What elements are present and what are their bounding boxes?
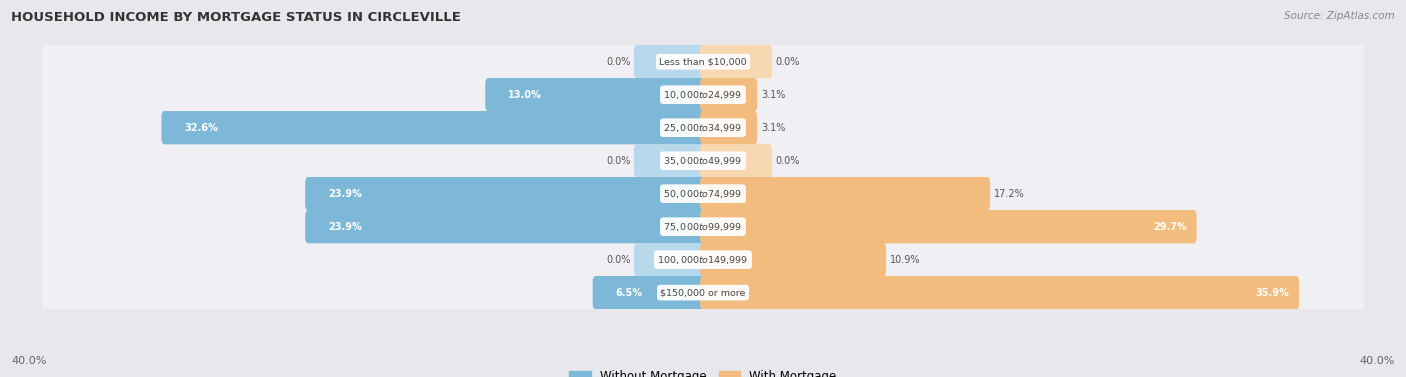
Text: 13.0%: 13.0% [508, 90, 541, 100]
Text: $50,000 to $74,999: $50,000 to $74,999 [664, 188, 742, 200]
FancyBboxPatch shape [41, 133, 1365, 188]
Text: 23.9%: 23.9% [328, 188, 361, 199]
Legend: Without Mortgage, With Mortgage: Without Mortgage, With Mortgage [565, 365, 841, 377]
FancyBboxPatch shape [700, 111, 758, 144]
FancyBboxPatch shape [41, 35, 1365, 89]
FancyBboxPatch shape [41, 233, 1365, 287]
Text: 0.0%: 0.0% [776, 57, 800, 67]
Text: 40.0%: 40.0% [1360, 356, 1395, 366]
Text: $35,000 to $49,999: $35,000 to $49,999 [664, 155, 742, 167]
Text: Less than $10,000: Less than $10,000 [659, 57, 747, 66]
FancyBboxPatch shape [700, 78, 758, 111]
FancyBboxPatch shape [41, 265, 1365, 320]
Text: 0.0%: 0.0% [606, 57, 630, 67]
FancyBboxPatch shape [634, 243, 706, 276]
Text: $150,000 or more: $150,000 or more [661, 288, 745, 297]
FancyBboxPatch shape [41, 167, 1365, 221]
FancyBboxPatch shape [41, 101, 1365, 155]
Text: 0.0%: 0.0% [606, 254, 630, 265]
FancyBboxPatch shape [41, 67, 1365, 122]
FancyBboxPatch shape [700, 276, 1299, 309]
Text: 23.9%: 23.9% [328, 222, 361, 232]
FancyBboxPatch shape [305, 210, 706, 243]
FancyBboxPatch shape [700, 243, 886, 276]
Text: 0.0%: 0.0% [776, 156, 800, 166]
Text: 3.1%: 3.1% [761, 123, 785, 133]
Text: $75,000 to $99,999: $75,000 to $99,999 [664, 221, 742, 233]
Text: 17.2%: 17.2% [994, 188, 1025, 199]
FancyBboxPatch shape [700, 45, 772, 78]
Text: 6.5%: 6.5% [616, 288, 643, 298]
Text: 35.9%: 35.9% [1256, 288, 1289, 298]
FancyBboxPatch shape [634, 45, 706, 78]
Text: 10.9%: 10.9% [890, 254, 920, 265]
Text: $10,000 to $24,999: $10,000 to $24,999 [664, 89, 742, 101]
FancyBboxPatch shape [700, 177, 990, 210]
Text: 0.0%: 0.0% [606, 156, 630, 166]
Text: 32.6%: 32.6% [184, 123, 218, 133]
Text: 3.1%: 3.1% [761, 90, 785, 100]
FancyBboxPatch shape [634, 144, 706, 177]
Text: 40.0%: 40.0% [11, 356, 46, 366]
Text: Source: ZipAtlas.com: Source: ZipAtlas.com [1284, 11, 1395, 21]
FancyBboxPatch shape [700, 144, 772, 177]
FancyBboxPatch shape [305, 177, 706, 210]
Text: 29.7%: 29.7% [1153, 222, 1187, 232]
FancyBboxPatch shape [593, 276, 706, 309]
FancyBboxPatch shape [700, 210, 1197, 243]
Text: $100,000 to $149,999: $100,000 to $149,999 [658, 254, 748, 266]
Text: $25,000 to $34,999: $25,000 to $34,999 [664, 122, 742, 134]
FancyBboxPatch shape [162, 111, 706, 144]
FancyBboxPatch shape [41, 199, 1365, 254]
FancyBboxPatch shape [485, 78, 706, 111]
Text: HOUSEHOLD INCOME BY MORTGAGE STATUS IN CIRCLEVILLE: HOUSEHOLD INCOME BY MORTGAGE STATUS IN C… [11, 11, 461, 24]
